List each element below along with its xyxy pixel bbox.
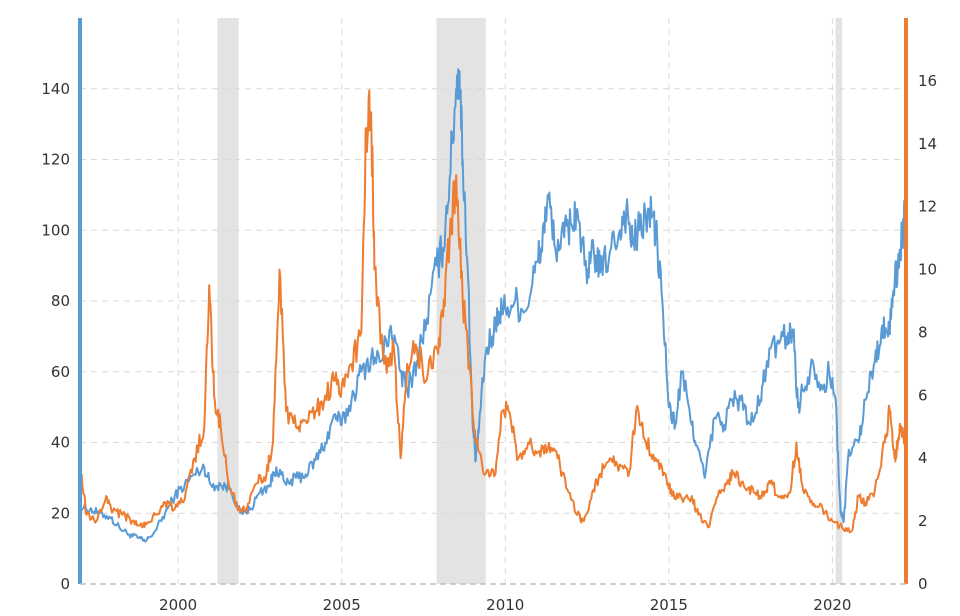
y-right-tick-label-8: 8 bbox=[918, 323, 928, 341]
y-left-tick-label-100: 100 bbox=[41, 221, 70, 239]
y-right-tick-label-14: 14 bbox=[918, 135, 937, 153]
series-lines bbox=[79, 68, 906, 543]
x-tick-label-2010: 2010 bbox=[486, 596, 524, 614]
axes bbox=[78, 18, 908, 585]
recession-band-3 bbox=[835, 18, 843, 584]
x-tick-label-2005: 2005 bbox=[323, 596, 361, 614]
y-left-tick-label-140: 140 bbox=[41, 80, 70, 98]
y-left-tick-label-40: 40 bbox=[51, 434, 70, 452]
y-left-tick-label-120: 120 bbox=[41, 151, 70, 169]
y-right-tick-label-6: 6 bbox=[918, 386, 928, 404]
x-tick-label-2015: 2015 bbox=[650, 596, 688, 614]
y-left-tick-label-0: 0 bbox=[60, 575, 70, 593]
y-right-tick-label-10: 10 bbox=[918, 261, 937, 279]
x-tick-label-2000: 2000 bbox=[159, 596, 197, 614]
y-right-tick-label-16: 16 bbox=[918, 72, 937, 90]
y-right-tick-label-2: 2 bbox=[918, 512, 928, 530]
y-left-tick-label-80: 80 bbox=[51, 292, 70, 310]
y-right-tick-label-0: 0 bbox=[918, 575, 928, 593]
series-line-natural-gas bbox=[79, 89, 906, 534]
y-left-tick-label-60: 60 bbox=[51, 363, 70, 381]
tick-labels: 0 20 40 60 80 100 120 140 0 2 4 6 8 10 12 14 16 2000 2005 2… bbox=[41, 72, 937, 614]
gridlines bbox=[80, 18, 906, 584]
y-right-tick-label-12: 12 bbox=[918, 198, 937, 216]
y-left-tick-label-20: 20 bbox=[51, 504, 70, 522]
y-right-tick-label-4: 4 bbox=[918, 449, 928, 467]
x-tick-label-2020: 2020 bbox=[813, 596, 851, 614]
